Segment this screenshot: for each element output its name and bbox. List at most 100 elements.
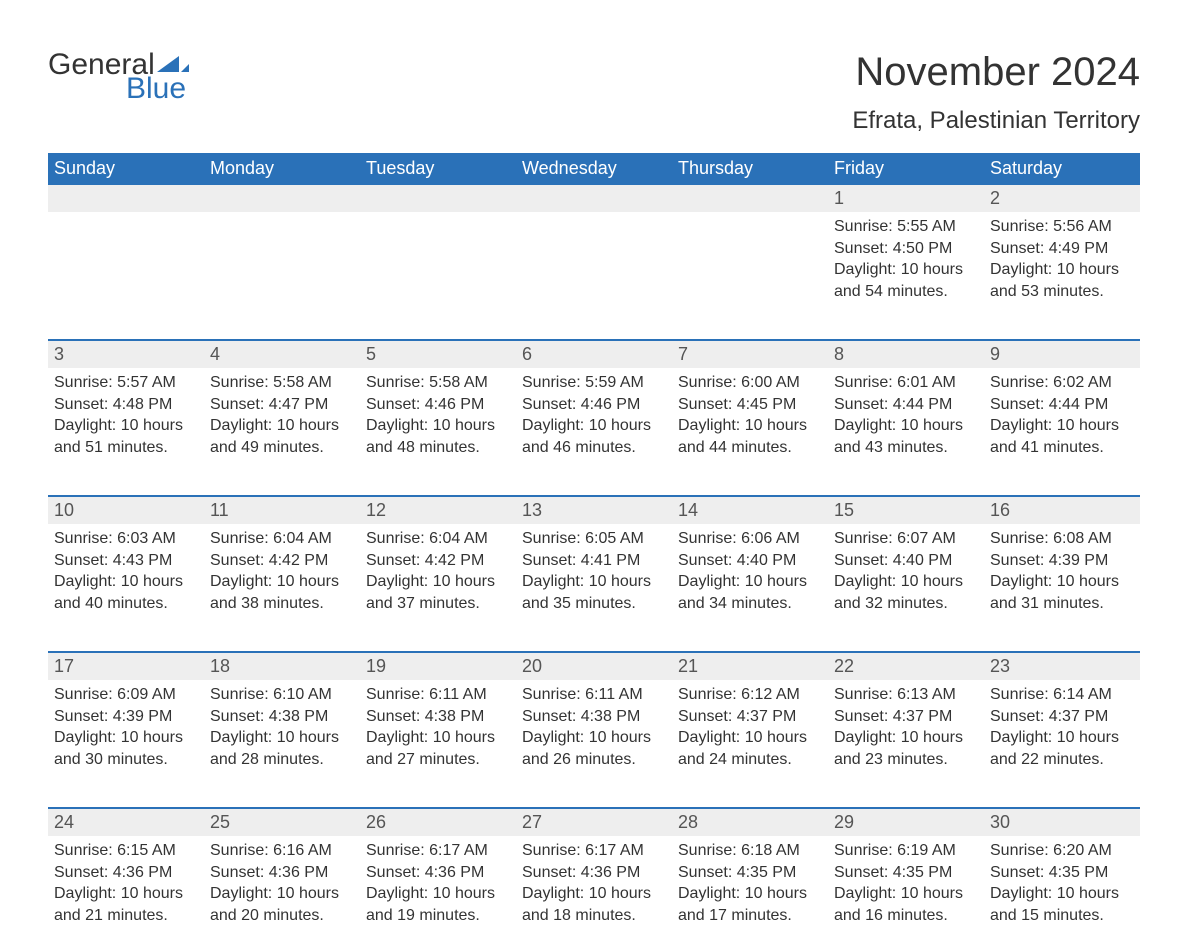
day-header-sunday: Sunday xyxy=(48,153,204,185)
day-number: 9 xyxy=(984,341,1140,368)
day-cell: 15Sunrise: 6:07 AMSunset: 4:40 PMDayligh… xyxy=(828,497,984,637)
day-number xyxy=(516,185,672,212)
daylight-text: Daylight: 10 hours and 51 minutes. xyxy=(54,415,198,458)
daylight-text: Daylight: 10 hours and 40 minutes. xyxy=(54,571,198,614)
day-cell: 20Sunrise: 6:11 AMSunset: 4:38 PMDayligh… xyxy=(516,653,672,793)
day-body: Sunrise: 5:57 AMSunset: 4:48 PMDaylight:… xyxy=(48,368,204,464)
daylight-text: Daylight: 10 hours and 49 minutes. xyxy=(210,415,354,458)
sunrise-text: Sunrise: 5:56 AM xyxy=(990,216,1134,238)
day-header-thursday: Thursday xyxy=(672,153,828,185)
sunset-text: Sunset: 4:37 PM xyxy=(834,706,978,728)
sunset-text: Sunset: 4:43 PM xyxy=(54,550,198,572)
daylight-text: Daylight: 10 hours and 53 minutes. xyxy=(990,259,1134,302)
daylight-text: Daylight: 10 hours and 31 minutes. xyxy=(990,571,1134,614)
day-cell: 29Sunrise: 6:19 AMSunset: 4:35 PMDayligh… xyxy=(828,809,984,949)
day-cell xyxy=(516,185,672,325)
week-row: 3Sunrise: 5:57 AMSunset: 4:48 PMDaylight… xyxy=(48,339,1140,481)
sunset-text: Sunset: 4:47 PM xyxy=(210,394,354,416)
day-body xyxy=(48,212,204,222)
sunrise-text: Sunrise: 6:17 AM xyxy=(522,840,666,862)
day-body: Sunrise: 6:11 AMSunset: 4:38 PMDaylight:… xyxy=(516,680,672,776)
day-number: 1 xyxy=(828,185,984,212)
day-number: 14 xyxy=(672,497,828,524)
sunrise-text: Sunrise: 6:05 AM xyxy=(522,528,666,550)
week-row: 24Sunrise: 6:15 AMSunset: 4:36 PMDayligh… xyxy=(48,807,1140,949)
sunset-text: Sunset: 4:38 PM xyxy=(210,706,354,728)
day-number: 20 xyxy=(516,653,672,680)
sunrise-text: Sunrise: 6:06 AM xyxy=(678,528,822,550)
day-body: Sunrise: 6:08 AMSunset: 4:39 PMDaylight:… xyxy=(984,524,1140,620)
day-number: 18 xyxy=(204,653,360,680)
day-number: 5 xyxy=(360,341,516,368)
sunrise-text: Sunrise: 6:08 AM xyxy=(990,528,1134,550)
daylight-text: Daylight: 10 hours and 35 minutes. xyxy=(522,571,666,614)
daylight-text: Daylight: 10 hours and 23 minutes. xyxy=(834,727,978,770)
sunrise-text: Sunrise: 5:58 AM xyxy=(210,372,354,394)
daylight-text: Daylight: 10 hours and 19 minutes. xyxy=(366,883,510,926)
sunrise-text: Sunrise: 6:18 AM xyxy=(678,840,822,862)
week-row: 10Sunrise: 6:03 AMSunset: 4:43 PMDayligh… xyxy=(48,495,1140,637)
day-cell: 18Sunrise: 6:10 AMSunset: 4:38 PMDayligh… xyxy=(204,653,360,793)
day-cell: 3Sunrise: 5:57 AMSunset: 4:48 PMDaylight… xyxy=(48,341,204,481)
day-number: 17 xyxy=(48,653,204,680)
day-number xyxy=(48,185,204,212)
weeks-container: 1Sunrise: 5:55 AMSunset: 4:50 PMDaylight… xyxy=(48,185,1140,949)
sunset-text: Sunset: 4:40 PM xyxy=(678,550,822,572)
week-spacer xyxy=(48,481,1140,495)
day-cell: 25Sunrise: 6:16 AMSunset: 4:36 PMDayligh… xyxy=(204,809,360,949)
day-cell: 14 Sunrise: 6:06 AMSunset: 4:40 PMDayligh… xyxy=(672,497,828,637)
day-body: Sunrise: 6:02 AMSunset: 4:44 PMDaylight:… xyxy=(984,368,1140,464)
week-spacer xyxy=(48,325,1140,339)
daylight-text: Daylight: 10 hours and 28 minutes. xyxy=(210,727,354,770)
week-spacer xyxy=(48,793,1140,807)
day-cell xyxy=(48,185,204,325)
daylight-text: Daylight: 10 hours and 30 minutes. xyxy=(54,727,198,770)
sunrise-text: Sunrise: 6:02 AM xyxy=(990,372,1134,394)
sunrise-text: Sunrise: 5:58 AM xyxy=(366,372,510,394)
daylight-text: Daylight: 10 hours and 26 minutes. xyxy=(522,727,666,770)
logo: General Blue xyxy=(48,50,189,104)
day-number: 23 xyxy=(984,653,1140,680)
daylight-text: Daylight: 10 hours and 38 minutes. xyxy=(210,571,354,614)
day-body: Sunrise: 6:10 AMSunset: 4:38 PMDaylight:… xyxy=(204,680,360,776)
day-cell: 27Sunrise: 6:17 AMSunset: 4:36 PMDayligh… xyxy=(516,809,672,949)
sunrise-text: Sunrise: 6:04 AM xyxy=(366,528,510,550)
day-body: Sunrise: 6:04 AMSunset: 4:42 PMDaylight:… xyxy=(360,524,516,620)
day-body: Sunrise: 5:55 AMSunset: 4:50 PMDaylight:… xyxy=(828,212,984,308)
day-cell: 1Sunrise: 5:55 AMSunset: 4:50 PMDaylight… xyxy=(828,185,984,325)
day-number: 12 xyxy=(360,497,516,524)
sunrise-text: Sunrise: 6:15 AM xyxy=(54,840,198,862)
daylight-text: Daylight: 10 hours and 34 minutes. xyxy=(678,571,822,614)
sunset-text: Sunset: 4:42 PM xyxy=(210,550,354,572)
day-cell xyxy=(204,185,360,325)
sunset-text: Sunset: 4:36 PM xyxy=(366,862,510,884)
day-cell: 19Sunrise: 6:11 AMSunset: 4:38 PMDayligh… xyxy=(360,653,516,793)
day-cell: 23Sunrise: 6:14 AMSunset: 4:37 PMDayligh… xyxy=(984,653,1140,793)
day-cell: 16Sunrise: 6:08 AMSunset: 4:39 PMDayligh… xyxy=(984,497,1140,637)
daylight-text: Daylight: 10 hours and 24 minutes. xyxy=(678,727,822,770)
page-title: November 2024 xyxy=(852,50,1140,95)
sunset-text: Sunset: 4:35 PM xyxy=(990,862,1134,884)
day-cell: 8Sunrise: 6:01 AMSunset: 4:44 PMDaylight… xyxy=(828,341,984,481)
day-cell: 2Sunrise: 5:56 AMSunset: 4:49 PMDaylight… xyxy=(984,185,1140,325)
day-number: 8 xyxy=(828,341,984,368)
sunrise-text: Sunrise: 6:00 AM xyxy=(678,372,822,394)
day-number: 2 xyxy=(984,185,1140,212)
day-number: 13 xyxy=(516,497,672,524)
day-number: 29 xyxy=(828,809,984,836)
day-body: Sunrise: 6:09 AMSunset: 4:39 PMDaylight:… xyxy=(48,680,204,776)
day-number: 10 xyxy=(48,497,204,524)
day-header-saturday: Saturday xyxy=(984,153,1140,185)
day-number: 26 xyxy=(360,809,516,836)
week-row: 1Sunrise: 5:55 AMSunset: 4:50 PMDaylight… xyxy=(48,185,1140,325)
day-body: Sunrise: 6:04 AMSunset: 4:42 PMDaylight:… xyxy=(204,524,360,620)
sunset-text: Sunset: 4:48 PM xyxy=(54,394,198,416)
day-body xyxy=(672,212,828,222)
day-cell: 24Sunrise: 6:15 AMSunset: 4:36 PMDayligh… xyxy=(48,809,204,949)
sunset-text: Sunset: 4:36 PM xyxy=(54,862,198,884)
day-cell: 21Sunrise: 6:12 AMSunset: 4:37 PMDayligh… xyxy=(672,653,828,793)
sunrise-text: Sunrise: 6:13 AM xyxy=(834,684,978,706)
day-header-row: Sunday Monday Tuesday Wednesday Thursday… xyxy=(48,153,1140,185)
day-body xyxy=(516,212,672,222)
daylight-text: Daylight: 10 hours and 27 minutes. xyxy=(366,727,510,770)
